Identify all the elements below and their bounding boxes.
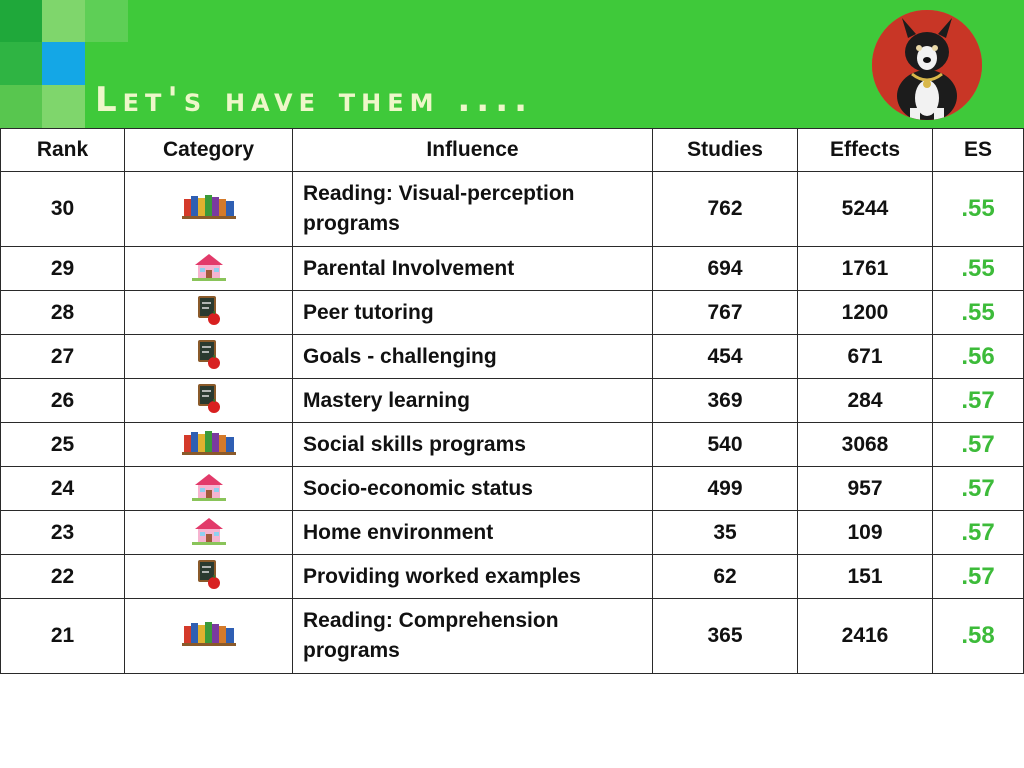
table-row: 24 Socio-economic status 499 957 .57 [0, 466, 1024, 511]
influence-cell: Parental Involvement [292, 246, 653, 291]
es-cell: .57 [932, 422, 1024, 467]
es-cell: .55 [932, 246, 1024, 291]
studies-cell: 694 [652, 246, 798, 291]
house-icon [191, 515, 226, 551]
influence-cell: Reading: Comprehension programs [292, 598, 653, 674]
es-cell: .57 [932, 378, 1024, 423]
rank-cell: 22 [0, 554, 125, 599]
effects-cell: 1200 [797, 290, 933, 335]
studies-cell: 62 [652, 554, 798, 599]
dog-icon [872, 10, 982, 120]
header-studies: Studies [652, 128, 798, 172]
table-row: 25 Social skills programs 540 3068 .57 [0, 422, 1024, 467]
header-category: Category [124, 128, 293, 172]
effects-cell: 5244 [797, 171, 933, 247]
category-cell [124, 554, 293, 599]
rank-cell: 29 [0, 246, 125, 291]
decor-square [0, 42, 42, 85]
studies-cell: 767 [652, 290, 798, 335]
influence-cell: Goals - challenging [292, 334, 653, 379]
rank-cell: 21 [0, 598, 125, 674]
table-row: 29 Parental Involvement 694 1761 .55 [0, 246, 1024, 291]
chalkboard-apple-icon [194, 382, 224, 420]
table-row: 28 Peer tutoring 767 1200 .55 [0, 290, 1024, 335]
slide-title: Let's have them .... [95, 80, 534, 120]
effects-cell: 1761 [797, 246, 933, 291]
rank-cell: 24 [0, 466, 125, 511]
header-influence: Influence [292, 128, 653, 172]
decor-square [85, 0, 128, 42]
studies-cell: 454 [652, 334, 798, 379]
influence-cell: Providing worked examples [292, 554, 653, 599]
rank-cell: 28 [0, 290, 125, 335]
chalkboard-apple-icon [194, 294, 224, 332]
effects-cell: 957 [797, 466, 933, 511]
studies-cell: 499 [652, 466, 798, 511]
influence-cell: Reading: Visual-perception programs [292, 171, 653, 247]
books-icon [181, 429, 236, 461]
house-icon [191, 471, 226, 507]
category-cell [124, 290, 293, 335]
table-row: 22 Providing worked examples 62 151 .57 [0, 554, 1024, 599]
es-cell: .57 [932, 554, 1024, 599]
category-cell [124, 598, 293, 674]
category-cell [124, 378, 293, 423]
effects-cell: 3068 [797, 422, 933, 467]
table-row: 30 Reading: Visual-perception programs 7… [0, 171, 1024, 247]
books-icon [181, 620, 236, 652]
es-cell: .58 [932, 598, 1024, 674]
rank-cell: 26 [0, 378, 125, 423]
decor-square [42, 42, 85, 85]
table-header-row: Rank Category Influence Studies Effects … [0, 128, 1024, 172]
influence-table: Rank Category Influence Studies Effects … [0, 128, 1024, 674]
es-cell: .55 [932, 290, 1024, 335]
es-cell: .57 [932, 466, 1024, 511]
decor-square [42, 85, 85, 128]
table-row: 23 Home environment 35 109 .57 [0, 510, 1024, 555]
table-row: 26 Mastery learning 369 284 .57 [0, 378, 1024, 423]
effects-cell: 284 [797, 378, 933, 423]
header-rank: Rank [0, 128, 125, 172]
studies-cell: 540 [652, 422, 798, 467]
header-es: ES [932, 128, 1024, 172]
effects-cell: 671 [797, 334, 933, 379]
studies-cell: 35 [652, 510, 798, 555]
category-cell [124, 510, 293, 555]
influence-cell: Social skills programs [292, 422, 653, 467]
decor-square [0, 0, 42, 42]
category-cell [124, 466, 293, 511]
slide-header: Let's have them .... [0, 0, 1024, 128]
house-icon [191, 251, 226, 287]
rank-cell: 23 [0, 510, 125, 555]
rank-cell: 27 [0, 334, 125, 379]
effects-cell: 2416 [797, 598, 933, 674]
rank-cell: 30 [0, 171, 125, 247]
category-cell [124, 246, 293, 291]
dog-photo [872, 10, 982, 120]
category-cell [124, 334, 293, 379]
influence-cell: Home environment [292, 510, 653, 555]
effects-cell: 151 [797, 554, 933, 599]
influence-cell: Peer tutoring [292, 290, 653, 335]
es-cell: .56 [932, 334, 1024, 379]
studies-cell: 762 [652, 171, 798, 247]
category-cell [124, 171, 293, 247]
decor-square [0, 85, 42, 128]
es-cell: .57 [932, 510, 1024, 555]
rank-cell: 25 [0, 422, 125, 467]
studies-cell: 369 [652, 378, 798, 423]
influence-cell: Socio-economic status [292, 466, 653, 511]
category-cell [124, 422, 293, 467]
decor-square [42, 0, 85, 42]
influence-cell: Mastery learning [292, 378, 653, 423]
studies-cell: 365 [652, 598, 798, 674]
table-row: 21 Reading: Comprehension programs 365 2… [0, 598, 1024, 674]
header-effects: Effects [797, 128, 933, 172]
es-cell: .55 [932, 171, 1024, 247]
table-row: 27 Goals - challenging 454 671 .56 [0, 334, 1024, 379]
chalkboard-apple-icon [194, 338, 224, 376]
books-icon [181, 193, 236, 225]
chalkboard-apple-icon [194, 558, 224, 596]
effects-cell: 109 [797, 510, 933, 555]
